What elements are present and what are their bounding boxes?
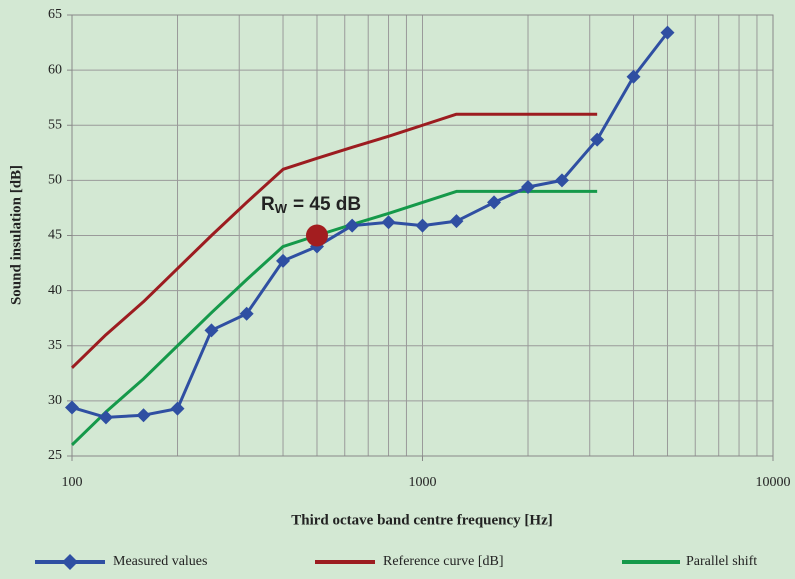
y-tick-label: 50 — [48, 173, 62, 188]
data-point — [98, 410, 113, 425]
y-tick-label: 55 — [48, 117, 62, 132]
annotation-text: R — [261, 194, 275, 215]
y-tick-label: 25 — [48, 448, 62, 463]
legend-label: Measured values — [113, 554, 207, 569]
data-point — [65, 400, 79, 415]
data-point — [381, 215, 396, 230]
series-line — [70, 112, 598, 369]
data-point — [136, 408, 151, 423]
y-tick-label: 40 — [48, 283, 62, 298]
y-tick-label: 30 — [48, 393, 62, 408]
data-point — [626, 69, 641, 84]
data-point — [276, 253, 291, 268]
legend-label: Parallel shift — [686, 554, 757, 569]
series-line — [70, 189, 598, 447]
data-point — [521, 179, 536, 194]
x-axis-title: Third octave band centre frequency [Hz] — [291, 512, 553, 528]
x-tick-label: 100 — [62, 475, 83, 490]
data-point — [660, 25, 675, 40]
x-tick-label: 1000 — [409, 475, 437, 490]
data-point — [415, 218, 430, 233]
data-point — [487, 195, 502, 210]
y-tick-label: 60 — [48, 62, 62, 77]
data-point — [554, 173, 569, 188]
annotation-text: = 45 dB — [293, 194, 361, 215]
x-tick-label: 10000 — [756, 475, 791, 490]
y-tick-label: 65 — [48, 7, 62, 22]
annotation-point — [305, 224, 328, 247]
data-point — [345, 218, 360, 233]
data-point — [204, 323, 219, 338]
y-tick-label: 45 — [48, 228, 62, 243]
annotation-label: RW = 45 dB — [261, 194, 361, 216]
data-point — [590, 132, 605, 147]
y-tick-label: 35 — [48, 338, 62, 353]
legend-label: Reference curve [dB] — [383, 554, 503, 569]
data-point — [239, 306, 254, 321]
legend-marker — [62, 554, 78, 570]
data-point — [170, 401, 185, 416]
annotation-subscript: W — [275, 201, 288, 216]
y-axis-title: Sound insulation [dB] — [8, 165, 24, 305]
data-point — [449, 214, 464, 229]
